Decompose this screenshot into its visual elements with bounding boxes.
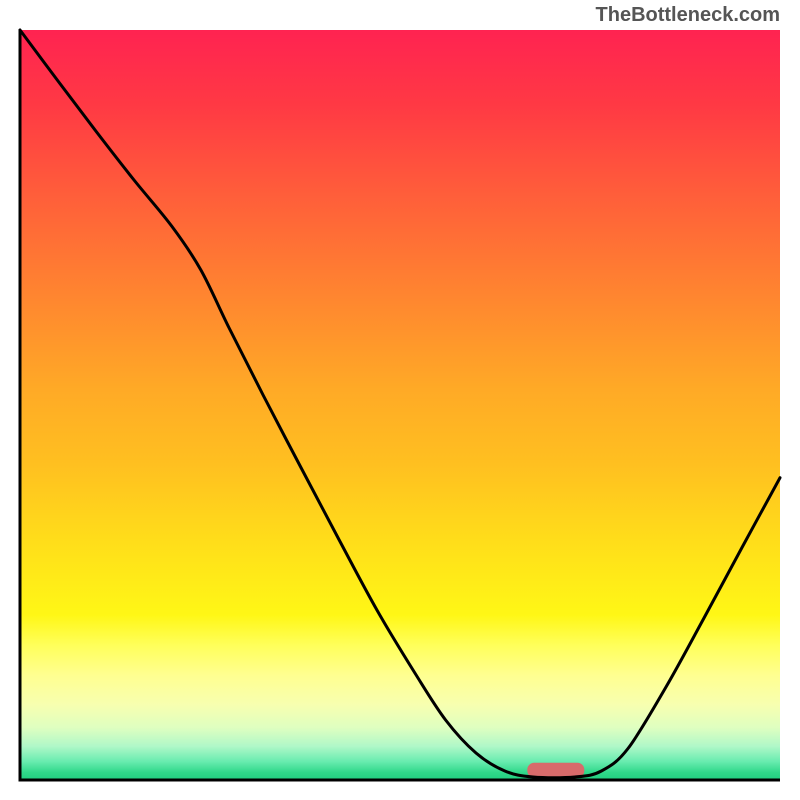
gradient-curve-chart xyxy=(0,0,800,800)
gradient-background xyxy=(20,30,780,780)
watermark-text: TheBottleneck.com xyxy=(596,4,780,27)
chart-container: TheBottleneck.com xyxy=(0,0,800,800)
